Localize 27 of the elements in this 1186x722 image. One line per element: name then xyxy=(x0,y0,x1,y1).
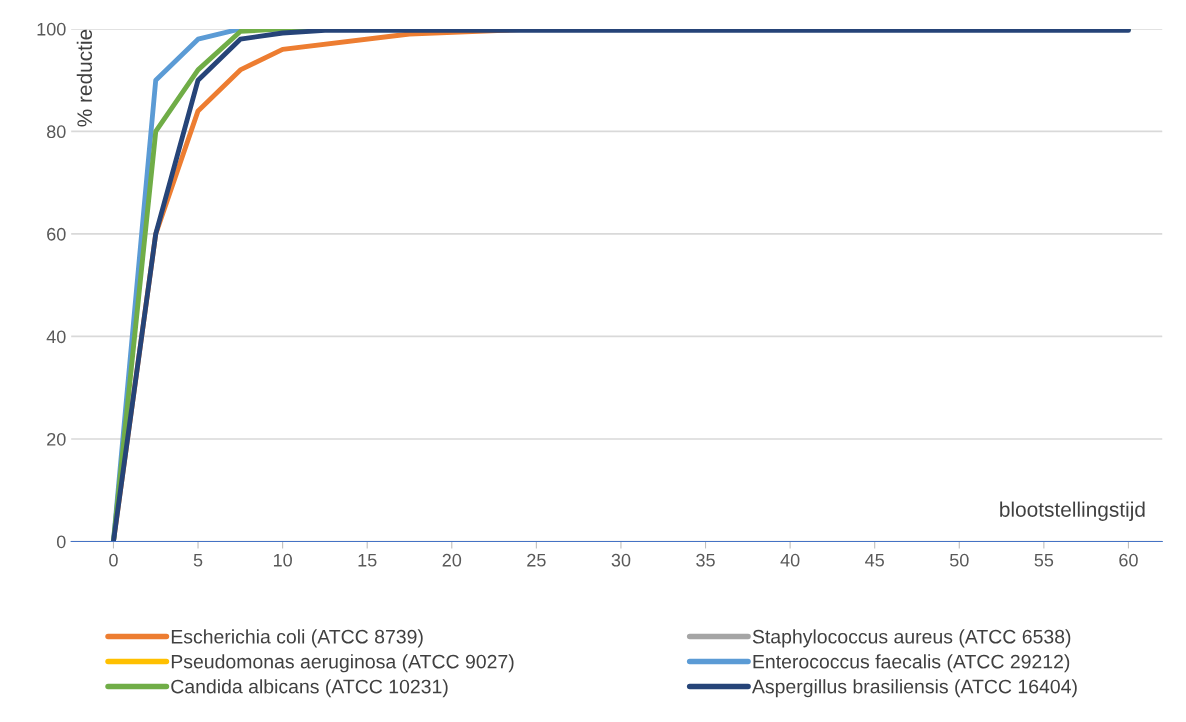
x-tick-label: 50 xyxy=(949,553,969,567)
x-tick-label: 45 xyxy=(865,553,884,567)
x-tick-label: 5 xyxy=(193,553,203,567)
legend-label: Enterococcus faecalis (ATCC 29212) xyxy=(753,654,1070,673)
x-tick-label: 60 xyxy=(1119,553,1138,567)
x-axis-title: blootstellingstijd xyxy=(1000,501,1145,521)
legend-label: Escherichia coli (ATCC 8739) xyxy=(171,629,423,648)
y-tick-label: 80 xyxy=(47,125,66,139)
x-tick-label: 20 xyxy=(442,553,462,567)
x-tick-label: 55 xyxy=(1034,553,1054,567)
x-tick-label: 40 xyxy=(780,553,800,567)
y-tick-label: 60 xyxy=(47,227,66,241)
y-tick-label: 100 xyxy=(37,22,66,36)
x-tick-label: 0 xyxy=(109,553,118,567)
x-tick-label: 35 xyxy=(696,553,715,567)
x-tick-label: 25 xyxy=(527,553,546,567)
y-tick-label: 0 xyxy=(56,535,66,549)
legend-label: Staphylococcus aureus (ATCC 6538) xyxy=(752,629,1071,648)
y-axis-title: % reductie xyxy=(76,29,93,127)
legend-label: Aspergillus brasiliensis (ATCC 16404) xyxy=(751,679,1077,698)
y-tick-label: 40 xyxy=(46,330,66,344)
legend-label: Candida albicans (ATCC 10231) xyxy=(171,679,448,698)
x-tick-label: 15 xyxy=(358,553,377,567)
x-tick-label: 30 xyxy=(611,553,631,567)
y-tick-label: 20 xyxy=(47,432,66,446)
legend-label: Pseudomonas aeruginosa (ATCC 9027) xyxy=(171,654,514,673)
x-tick-label: 10 xyxy=(273,553,292,567)
